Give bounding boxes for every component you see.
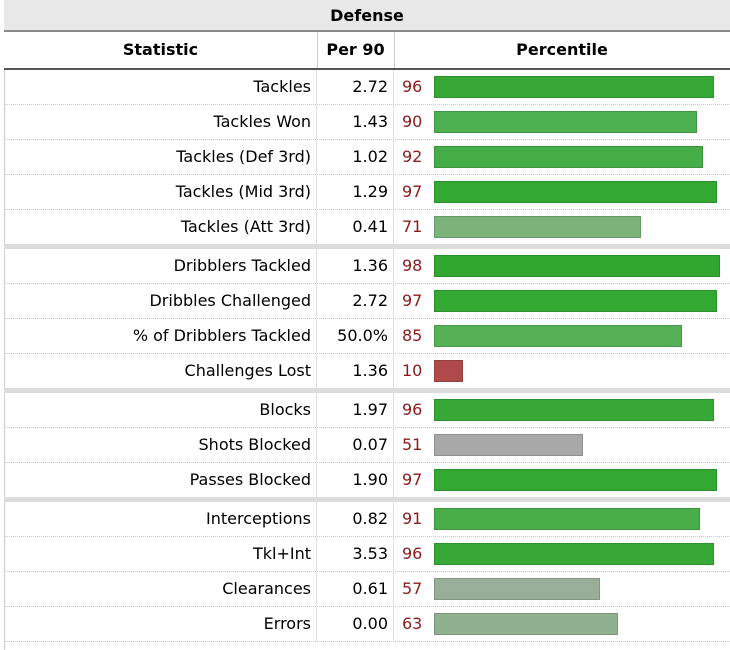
table-row: Errors 0.00 63: [4, 607, 730, 642]
statistic-cell: Tkl+Int: [4, 537, 317, 571]
table-row: Dribblers Tackled 1.36 98: [4, 249, 730, 284]
per90-cell: 50.0%: [317, 319, 394, 353]
percentile-value: 57: [402, 579, 423, 598]
per90-cell: 0.41: [317, 210, 394, 244]
column-header-statistic[interactable]: Statistic: [4, 32, 318, 68]
percentile-bar: [434, 399, 714, 421]
column-header-per90[interactable]: Per 90: [317, 32, 395, 68]
percentile-bar: [434, 360, 463, 382]
table-title: Defense: [4, 0, 730, 32]
statistic-cell: Dribblers Tackled: [4, 249, 317, 283]
percentile-value: 98: [402, 256, 423, 275]
percentile-value: 90: [402, 112, 423, 131]
percentile-value: 97: [402, 182, 423, 201]
percentile-value: 51: [402, 435, 423, 454]
table-body: Tackles 2.72 96 Tackles Won 1.43 90 Tackles (D…: [4, 70, 730, 642]
percentile-bar: [434, 578, 600, 600]
table-row: Challenges Lost 1.36 10: [4, 354, 730, 393]
percentile-bar: [434, 543, 714, 565]
percentile-bar: [434, 111, 697, 133]
statistic-cell: Blocks: [4, 393, 317, 427]
statistic-cell: Tackles Won: [4, 105, 317, 139]
per90-cell: 1.90: [317, 463, 394, 497]
percentile-bar: [434, 76, 714, 98]
percentile-bar: [434, 434, 583, 456]
percentile-value: 71: [402, 217, 423, 236]
per90-cell: 1.36: [317, 354, 394, 388]
statistic-cell: Shots Blocked: [4, 428, 317, 462]
table-row: Passes Blocked 1.90 97: [4, 463, 730, 502]
percentile-value: 91: [402, 509, 423, 528]
statistic-cell: Challenges Lost: [4, 354, 317, 388]
per90-cell: 1.02: [317, 140, 394, 174]
statistic-cell: Passes Blocked: [4, 463, 317, 497]
percentile-value: 97: [402, 291, 423, 310]
statistic-cell: Tackles (Def 3rd): [4, 140, 317, 174]
statistic-cell: Dribbles Challenged: [4, 284, 317, 318]
per90-cell: 3.53: [317, 537, 394, 571]
percentile-bar: [434, 469, 717, 491]
percentile-bar: [434, 290, 717, 312]
table-row: Tackles (Mid 3rd) 1.29 97: [4, 175, 730, 210]
per90-cell: 2.72: [317, 70, 394, 104]
table-row: % of Dribblers Tackled 50.0% 85: [4, 319, 730, 354]
table-row: Interceptions 0.82 91: [4, 502, 730, 537]
per90-cell: 2.72: [317, 284, 394, 318]
table-row: Clearances 0.61 57: [4, 572, 730, 607]
percentile-value: 96: [402, 544, 423, 563]
table-row: Tkl+Int 3.53 96: [4, 537, 730, 572]
table-row: Shots Blocked 0.07 51: [4, 428, 730, 463]
table-row: Dribbles Challenged 2.72 97: [4, 284, 730, 319]
percentile-bar: [434, 216, 641, 238]
statistic-cell: Tackles: [4, 70, 317, 104]
table-frame: [4, 0, 730, 650]
statistic-cell: Interceptions: [4, 502, 317, 536]
percentile-bar: [434, 181, 717, 203]
percentile-value: 96: [402, 400, 423, 419]
percentile-value: 97: [402, 470, 423, 489]
column-header-percentile[interactable]: Percentile: [516, 40, 608, 59]
percentile-bar: [434, 146, 703, 168]
table-row: Tackles (Def 3rd) 1.02 92: [4, 140, 730, 175]
per90-cell: 1.43: [317, 105, 394, 139]
per90-cell: 1.97: [317, 393, 394, 427]
per90-cell: 0.00: [317, 607, 394, 641]
statistic-cell: Tackles (Att 3rd): [4, 210, 317, 244]
table-row: Tackles 2.72 96: [4, 70, 730, 105]
per90-cell: 1.29: [317, 175, 394, 209]
per90-cell: 0.82: [317, 502, 394, 536]
table-header: Statistic Per 90 Percentile: [4, 32, 730, 70]
statistic-cell: Errors: [4, 607, 317, 641]
percentile-value: 10: [402, 361, 423, 380]
statistic-cell: Clearances: [4, 572, 317, 606]
percentile-value: 92: [402, 147, 423, 166]
table-row: Tackles Won 1.43 90: [4, 105, 730, 140]
statistic-cell: Tackles (Mid 3rd): [4, 175, 317, 209]
percentile-value: 96: [402, 77, 423, 96]
per90-cell: 1.36: [317, 249, 394, 283]
per90-cell: 0.61: [317, 572, 394, 606]
percentile-bar: [434, 255, 720, 277]
table-row: Tackles (Att 3rd) 0.41 71: [4, 210, 730, 249]
per90-cell: 0.07: [317, 428, 394, 462]
statistic-cell: % of Dribblers Tackled: [4, 319, 317, 353]
percentile-bar: [434, 508, 700, 530]
percentile-bar: [434, 325, 682, 347]
percentile-value: 85: [402, 326, 423, 345]
table-row: Blocks 1.97 96: [4, 393, 730, 428]
percentile-value: 63: [402, 614, 423, 633]
percentile-bar: [434, 613, 618, 635]
